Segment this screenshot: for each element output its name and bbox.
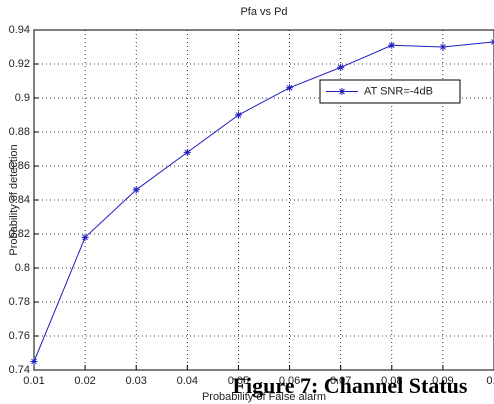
y-tick-label: 0.86 bbox=[9, 160, 30, 172]
y-tick-label: 0.76 bbox=[9, 330, 30, 342]
x-tick-label: 0.1 bbox=[486, 375, 494, 387]
data-point bbox=[337, 63, 345, 71]
x-tick-label: 0.09 bbox=[432, 375, 453, 387]
x-tick-label: 0.08 bbox=[381, 375, 402, 387]
x-tick-label: 0.03 bbox=[126, 375, 147, 387]
y-tick-label: 0.8 bbox=[15, 262, 30, 274]
y-tick-label: 0.9 bbox=[15, 92, 30, 104]
x-tick-label: 0.05 bbox=[228, 375, 249, 387]
chart-title: Pfa vs Pd bbox=[240, 6, 287, 18]
data-point bbox=[183, 148, 191, 156]
y-tick-label: 0.88 bbox=[9, 126, 30, 138]
x-tick-label: 0.04 bbox=[177, 375, 198, 387]
legend-box bbox=[319, 79, 461, 104]
y-tick-label: 0.94 bbox=[9, 24, 30, 36]
x-tick-label: 0.06 bbox=[279, 375, 300, 387]
y-tick-label: 0.82 bbox=[9, 228, 30, 240]
data-point bbox=[30, 358, 38, 365]
legend-label: AT SNR=-4dB bbox=[364, 85, 433, 97]
x-tick-label: 0.02 bbox=[74, 375, 95, 387]
y-tick-label: 0.74 bbox=[9, 364, 30, 376]
x-tick-label: 0.01 bbox=[23, 375, 44, 387]
x-tick-label: 0.07 bbox=[330, 375, 351, 387]
legend-marker bbox=[338, 88, 346, 95]
y-tick-label: 0.84 bbox=[9, 194, 30, 206]
data-point bbox=[388, 41, 396, 49]
y-tick-label: 0.92 bbox=[9, 58, 30, 70]
data-point bbox=[234, 111, 242, 119]
y-axis-label: Probability of detection bbox=[8, 144, 20, 255]
x-axis-label: Probability of False alarm bbox=[202, 391, 326, 403]
series-line bbox=[33, 41, 494, 362]
data-point bbox=[81, 233, 89, 241]
y-tick-label: 0.78 bbox=[9, 296, 30, 308]
data-point bbox=[286, 84, 294, 92]
data-point bbox=[132, 186, 140, 194]
figure-caption: Figure 7: Channel Status bbox=[233, 373, 468, 398]
data-point bbox=[439, 43, 447, 51]
